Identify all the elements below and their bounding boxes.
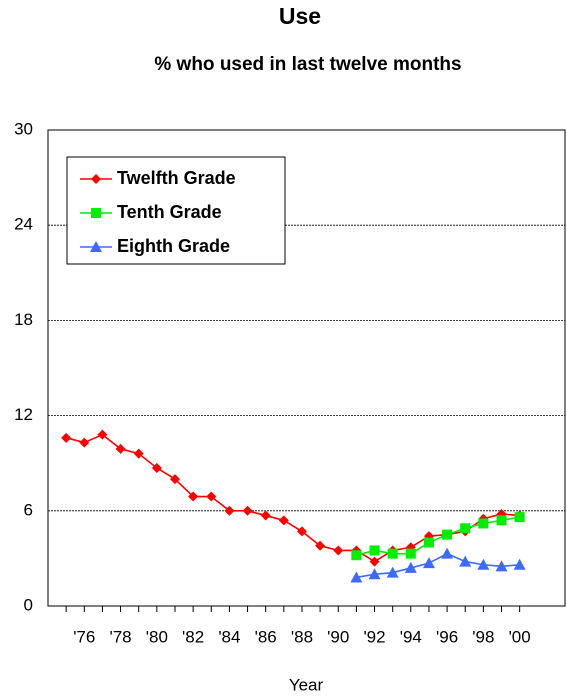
marker xyxy=(224,505,235,516)
marker xyxy=(460,523,471,534)
y-tick-label: 30 xyxy=(14,119,33,138)
marker xyxy=(79,437,90,448)
marker xyxy=(61,432,72,443)
legend-label: Tenth Grade xyxy=(117,202,222,222)
chart-subtitle: % who used in last twelve months xyxy=(154,54,461,75)
x-tick-label: '76 xyxy=(73,627,95,646)
marker xyxy=(91,208,101,218)
marker xyxy=(169,474,180,485)
y-tick-label: 24 xyxy=(14,215,33,234)
marker xyxy=(333,545,344,556)
marker xyxy=(151,462,162,473)
series-line xyxy=(356,552,520,579)
marker xyxy=(478,518,489,529)
marker xyxy=(350,571,363,583)
x-tick-label: '90 xyxy=(327,627,349,646)
marker xyxy=(369,556,380,567)
marker xyxy=(278,515,289,526)
x-axis-label: Year xyxy=(289,675,324,694)
marker xyxy=(496,515,507,526)
marker xyxy=(115,443,126,454)
marker xyxy=(423,537,434,548)
marker xyxy=(495,560,508,572)
marker xyxy=(405,548,416,559)
marker xyxy=(368,568,381,580)
marker xyxy=(459,555,472,567)
x-tick-label: '94 xyxy=(400,627,422,646)
marker xyxy=(97,429,108,440)
marker xyxy=(315,540,326,551)
x-tick-label: '00 xyxy=(509,627,531,646)
x-tick-label: '84 xyxy=(218,627,240,646)
y-tick-label: 18 xyxy=(14,310,33,329)
y-tick-label: 12 xyxy=(14,405,33,424)
marker xyxy=(442,529,453,540)
x-tick-label: '92 xyxy=(363,627,385,646)
marker xyxy=(422,557,435,569)
y-tick-label: 6 xyxy=(24,500,33,519)
marker xyxy=(90,241,102,252)
marker xyxy=(514,512,525,523)
series-line xyxy=(356,516,520,557)
x-tick-label: '82 xyxy=(182,627,204,646)
marker xyxy=(386,566,399,578)
plot-frame xyxy=(47,129,566,607)
marker xyxy=(404,561,417,573)
x-tick-label: '78 xyxy=(109,627,131,646)
x-tick-label: '96 xyxy=(436,627,458,646)
marker xyxy=(351,550,362,561)
marker xyxy=(387,548,398,559)
x-tick-label: '86 xyxy=(255,627,277,646)
x-tick-label: '88 xyxy=(291,627,313,646)
marker xyxy=(188,491,199,502)
legend-box xyxy=(66,156,286,265)
marker xyxy=(260,510,271,521)
marker xyxy=(477,558,490,570)
marker xyxy=(296,526,307,537)
marker xyxy=(91,174,101,184)
marker xyxy=(369,545,380,556)
y-tick-label: 0 xyxy=(24,595,33,614)
marker xyxy=(242,505,253,516)
chart-title: Use xyxy=(279,3,321,29)
legend-label: Eighth Grade xyxy=(117,236,230,256)
x-tick-label: '80 xyxy=(146,627,168,646)
marker xyxy=(133,448,144,459)
marker xyxy=(513,558,526,570)
x-tick-label: '98 xyxy=(472,627,494,646)
marker xyxy=(206,491,217,502)
legend-label: Twelfth Grade xyxy=(117,168,236,188)
marker xyxy=(441,547,454,559)
